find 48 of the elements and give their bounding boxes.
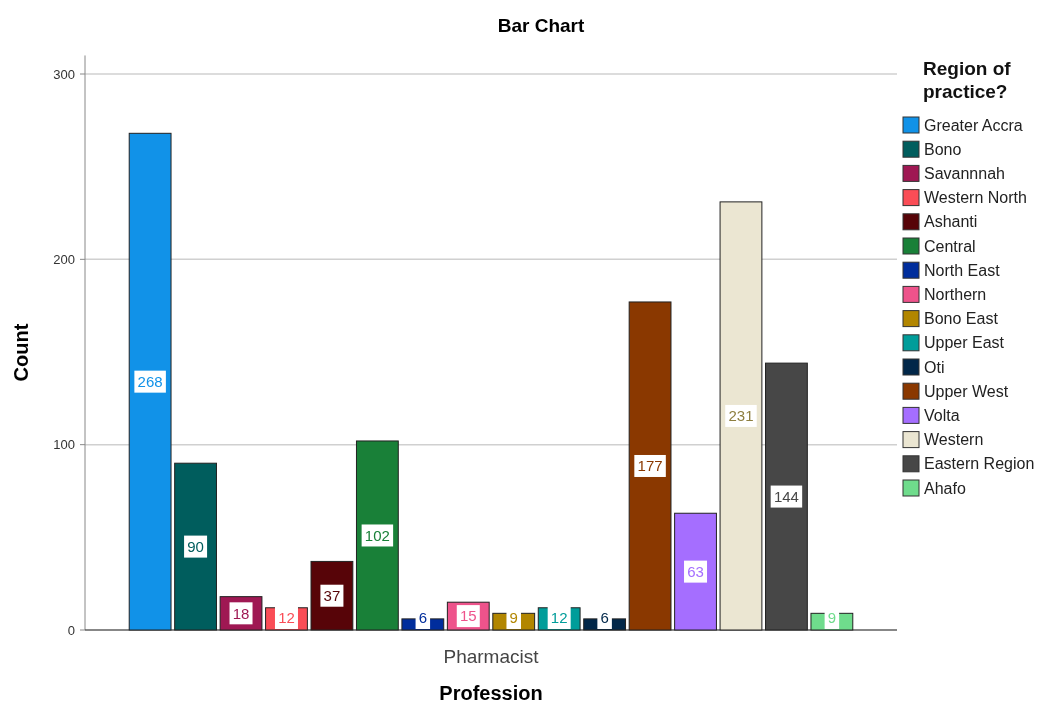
x-tick-label: Pharmacist	[443, 646, 540, 667]
legend-label: Upper East	[924, 334, 1005, 352]
legend-label: Oti	[924, 358, 945, 376]
legend-label: Ahafo	[924, 479, 966, 497]
legend-label: Greater Accra	[924, 116, 1023, 134]
legend-label: Eastern Region	[924, 455, 1035, 473]
legend-label: Ashanti	[924, 213, 978, 231]
legend-title: Region of practice?	[923, 58, 1012, 102]
bar	[674, 512, 717, 631]
data-label: 12	[278, 609, 295, 627]
data-label: 9	[509, 609, 518, 627]
legend-label: Western	[924, 431, 984, 449]
y-tick-label: 100	[53, 437, 75, 453]
data-label: 231	[728, 407, 754, 425]
data-label: 9	[827, 609, 837, 627]
legend-label: North East	[924, 261, 1001, 279]
legend-label: Central	[924, 237, 976, 255]
data-label: 90	[187, 537, 204, 555]
legend-label: Western North	[924, 189, 1027, 207]
data-label: 18	[232, 604, 250, 622]
legend-label: Northern	[924, 286, 987, 303]
x-axis-title: Profession	[439, 682, 543, 704]
bar	[128, 132, 172, 631]
bar	[355, 440, 399, 631]
bar	[174, 462, 217, 631]
legend-label: Volta	[924, 407, 960, 424]
data-label: 63	[687, 562, 704, 580]
data-label: 177	[637, 457, 663, 475]
legend-label: Bono	[924, 140, 962, 158]
legend-label: Upper West	[924, 382, 1009, 400]
bar	[628, 301, 672, 631]
data-label: 6	[418, 609, 427, 627]
legend-label: Bono East	[924, 310, 999, 328]
data-label: 15	[459, 607, 477, 625]
y-tick-label: 0	[67, 622, 75, 638]
y-tick-label: 200	[53, 251, 75, 267]
bar	[719, 201, 763, 631]
data-label: 12	[550, 609, 568, 627]
legend-label: Savannnah	[924, 165, 1005, 182]
y-axis-title: Count	[10, 323, 32, 382]
data-label: 37	[323, 586, 341, 604]
data-label: 102	[364, 526, 390, 544]
data-label: 6	[600, 609, 609, 627]
data-label: 144	[773, 487, 799, 505]
bar	[765, 362, 808, 631]
data-label: 268	[137, 372, 163, 390]
chart-title: Bar Chart	[497, 15, 585, 36]
y-tick-label: 300	[53, 66, 75, 82]
